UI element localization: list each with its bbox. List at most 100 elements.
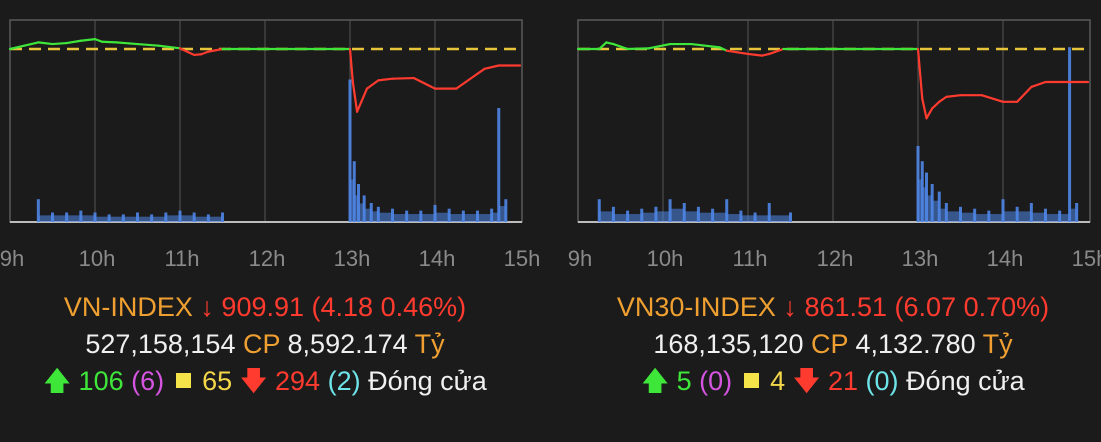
volume-bar — [123, 216, 138, 222]
volume-value: 168,135,120 — [653, 329, 804, 359]
price-line-segment — [136, 42, 160, 47]
volume-bar — [1045, 214, 1060, 222]
volume-bar — [1059, 214, 1070, 222]
volume-bar — [497, 108, 501, 222]
price-line-segment — [647, 42, 672, 50]
vn-index-panel: 9h 10h 11h 12h 13h 14h 15h VN-INDEX ↓ 909.91 (… — [0, 0, 540, 442]
down-count: 21 — [827, 366, 859, 396]
volume-bar — [491, 212, 499, 222]
volume-bar — [769, 215, 791, 222]
volume-bar — [974, 214, 989, 222]
index-value: 861.51 — [804, 292, 888, 322]
vn30-index-volume-line: 168,135,120 CP 4,132.780 Tỷ — [568, 324, 1098, 364]
x-tick-label: 10h — [647, 246, 684, 271]
arrow-up-icon: 🡅 — [641, 366, 670, 396]
price-line-segment — [193, 53, 203, 57]
price-line-segment — [355, 100, 363, 113]
price-line-segment — [945, 94, 962, 98]
price-line-segment — [412, 76, 437, 90]
volume-bar — [740, 215, 756, 222]
price-line-segment — [925, 107, 934, 120]
volume-bar — [180, 215, 195, 222]
turnover-value: 8,592.174 — [287, 329, 408, 359]
volume-bar — [668, 199, 672, 222]
ceiling-count: (0) — [699, 366, 733, 396]
volume-bar — [498, 206, 506, 222]
index-change: (6.07 0.70%) — [894, 292, 1050, 322]
index-value: 909.91 — [221, 292, 305, 322]
index-name: VN30-INDEX — [616, 292, 776, 322]
chart-frame — [9, 19, 523, 223]
volume-bar — [38, 215, 53, 222]
volume-bar — [613, 214, 628, 222]
volume-bar — [1068, 47, 1072, 223]
volume-bar — [597, 199, 601, 222]
price-line-segment — [115, 41, 139, 46]
price-line-segment — [1030, 80, 1047, 89]
volume-bar — [348, 79, 352, 222]
price-line-segment — [79, 37, 97, 42]
volume-bar — [918, 179, 923, 222]
volume-unit: CP — [242, 329, 281, 359]
price-line-segment — [178, 47, 189, 53]
price-line-segment — [157, 44, 182, 50]
turnover-unit: Tỷ — [982, 329, 1013, 359]
vn30-index-breadth-line: 🡅 5 (0) 4 🡇 21 (0) Đóng cửa — [568, 361, 1098, 401]
price-line-segment — [980, 94, 1005, 103]
volume-bar — [109, 216, 124, 222]
price-line-segment — [377, 77, 394, 82]
floor-count: (2) — [327, 366, 361, 396]
price-line-segment — [365, 79, 380, 90]
volume-bar — [151, 216, 166, 222]
vn30-index-panel: 9h 10h 11h 12h 13h 14h 15h VN30-INDEX ↓ 861.51… — [568, 0, 1101, 442]
volume-bar — [1003, 211, 1018, 222]
price-line-segment — [351, 80, 359, 113]
volume-bar — [725, 199, 729, 222]
x-tick-label: 9h — [568, 246, 592, 271]
volume-bar — [641, 212, 656, 222]
price-line-segment — [185, 50, 196, 57]
volume-bar — [1017, 211, 1032, 222]
volume-unit: CP — [810, 329, 849, 359]
volume-value: 527,158,154 — [85, 329, 236, 359]
price-line-segment — [51, 41, 68, 46]
price-line-segment — [605, 41, 615, 46]
volume-bar — [406, 214, 421, 222]
turnover-unit: Tỷ — [414, 329, 445, 359]
price-line-segment — [37, 41, 54, 46]
volume-bar — [988, 214, 1003, 222]
price-line-segment — [93, 37, 104, 43]
market-status: Đóng cửa — [368, 366, 487, 396]
market-status: Đóng cửa — [906, 366, 1025, 396]
x-tick-label: 9h — [0, 246, 24, 271]
volume-bar — [371, 211, 379, 222]
volume-bar — [712, 212, 727, 222]
volume-bar — [52, 215, 67, 222]
volume-bar — [726, 214, 741, 222]
price-line-segment — [483, 64, 500, 70]
x-tick-label: 11h — [164, 246, 199, 271]
arrow-down-icon: ↓ — [783, 292, 797, 322]
arrow-down-icon: ↓ — [200, 292, 214, 322]
price-line-segment — [725, 49, 750, 56]
volume-bar — [477, 214, 492, 222]
volume-bar — [698, 212, 713, 222]
price-line-segment — [626, 47, 650, 51]
index-change: (4.18 0.46%) — [311, 292, 467, 322]
price-line-segment — [1016, 85, 1033, 103]
price-line-segment — [455, 72, 479, 90]
volume-bar — [755, 215, 770, 222]
volume-bar — [165, 215, 180, 222]
volume-bar — [926, 195, 933, 222]
price-line-segment — [100, 40, 118, 44]
x-tick-label: 15h — [504, 246, 541, 271]
arrow-down-icon: 🡇 — [792, 366, 821, 396]
price-line-segment — [938, 95, 948, 103]
price-line-segment — [690, 42, 721, 49]
price-line-segment — [612, 42, 629, 51]
volume-bar — [392, 214, 407, 222]
arrow-up-icon: 🡅 — [43, 366, 72, 396]
volume-bar — [354, 195, 359, 222]
price-line-segment — [207, 47, 224, 53]
price-line-segment — [65, 39, 82, 45]
